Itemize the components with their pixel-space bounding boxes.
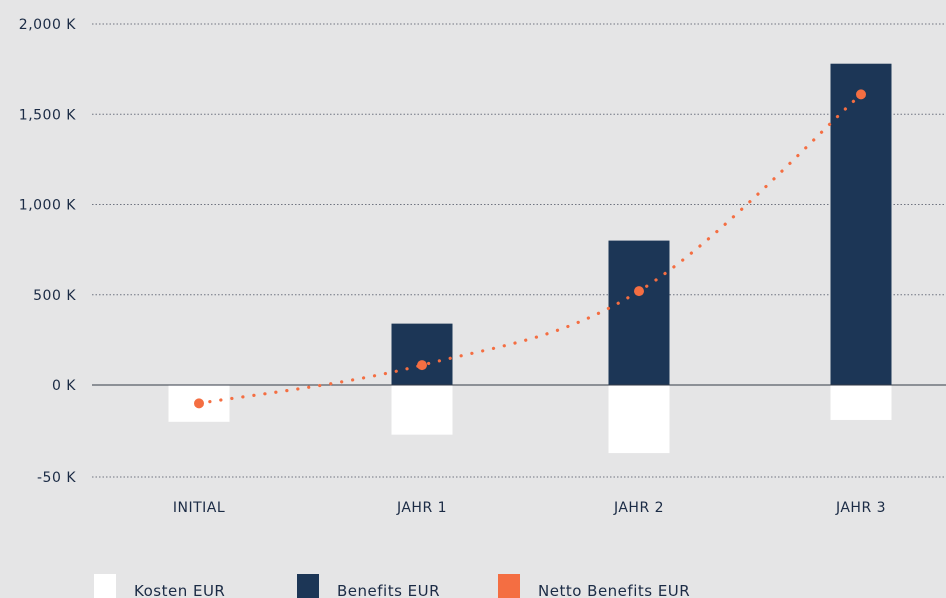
y-tick-label: -50 K <box>37 470 76 486</box>
netto-benefits-point <box>634 286 644 297</box>
netto-benefits-line <box>197 92 863 405</box>
netto-benefits-point <box>856 89 866 100</box>
kosten-bar <box>391 385 453 435</box>
kosten-bar <box>830 385 892 420</box>
x-tick-label: JAHR 2 <box>613 500 664 516</box>
legend-swatch <box>297 574 319 598</box>
legend-label: Benefits EUR <box>337 582 440 598</box>
y-tick-label: 1,000 K <box>19 198 77 214</box>
benefits-bar <box>608 240 670 385</box>
kosten-bar <box>608 385 670 454</box>
benefits-bar <box>830 63 892 386</box>
legend-label: Kosten EUR <box>134 582 225 598</box>
legend-label: Netto Benefits EUR <box>538 582 690 598</box>
x-tick-label: INITIAL <box>173 500 225 516</box>
y-tick-label: 0 K <box>52 378 76 394</box>
x-axis-ticks: INITIAL JAHR 1 JAHR 2 JAHR 3 <box>173 500 886 516</box>
legend-swatch <box>498 574 520 598</box>
netto-benefits-point <box>194 398 204 409</box>
legend: Kosten EUR Benefits EUR Netto Benefits EUR <box>94 574 690 598</box>
y-axis-ticks: 2,000 K 1,500 K 1,000 K 500 K 0 K -50 K <box>19 17 77 486</box>
legend-swatch <box>94 574 116 598</box>
y-tick-label: 500 K <box>33 288 76 304</box>
netto-line-layer <box>194 89 866 409</box>
y-tick-label: 1,500 K <box>19 107 77 123</box>
x-tick-label: JAHR 3 <box>835 500 886 516</box>
x-tick-label: JAHR 1 <box>396 500 447 516</box>
grid-layer <box>92 23 946 478</box>
y-tick-label: 2,000 K <box>19 17 77 33</box>
benefits-bar <box>391 323 453 385</box>
netto-benefits-point <box>417 360 427 371</box>
bars-layer <box>168 63 892 454</box>
